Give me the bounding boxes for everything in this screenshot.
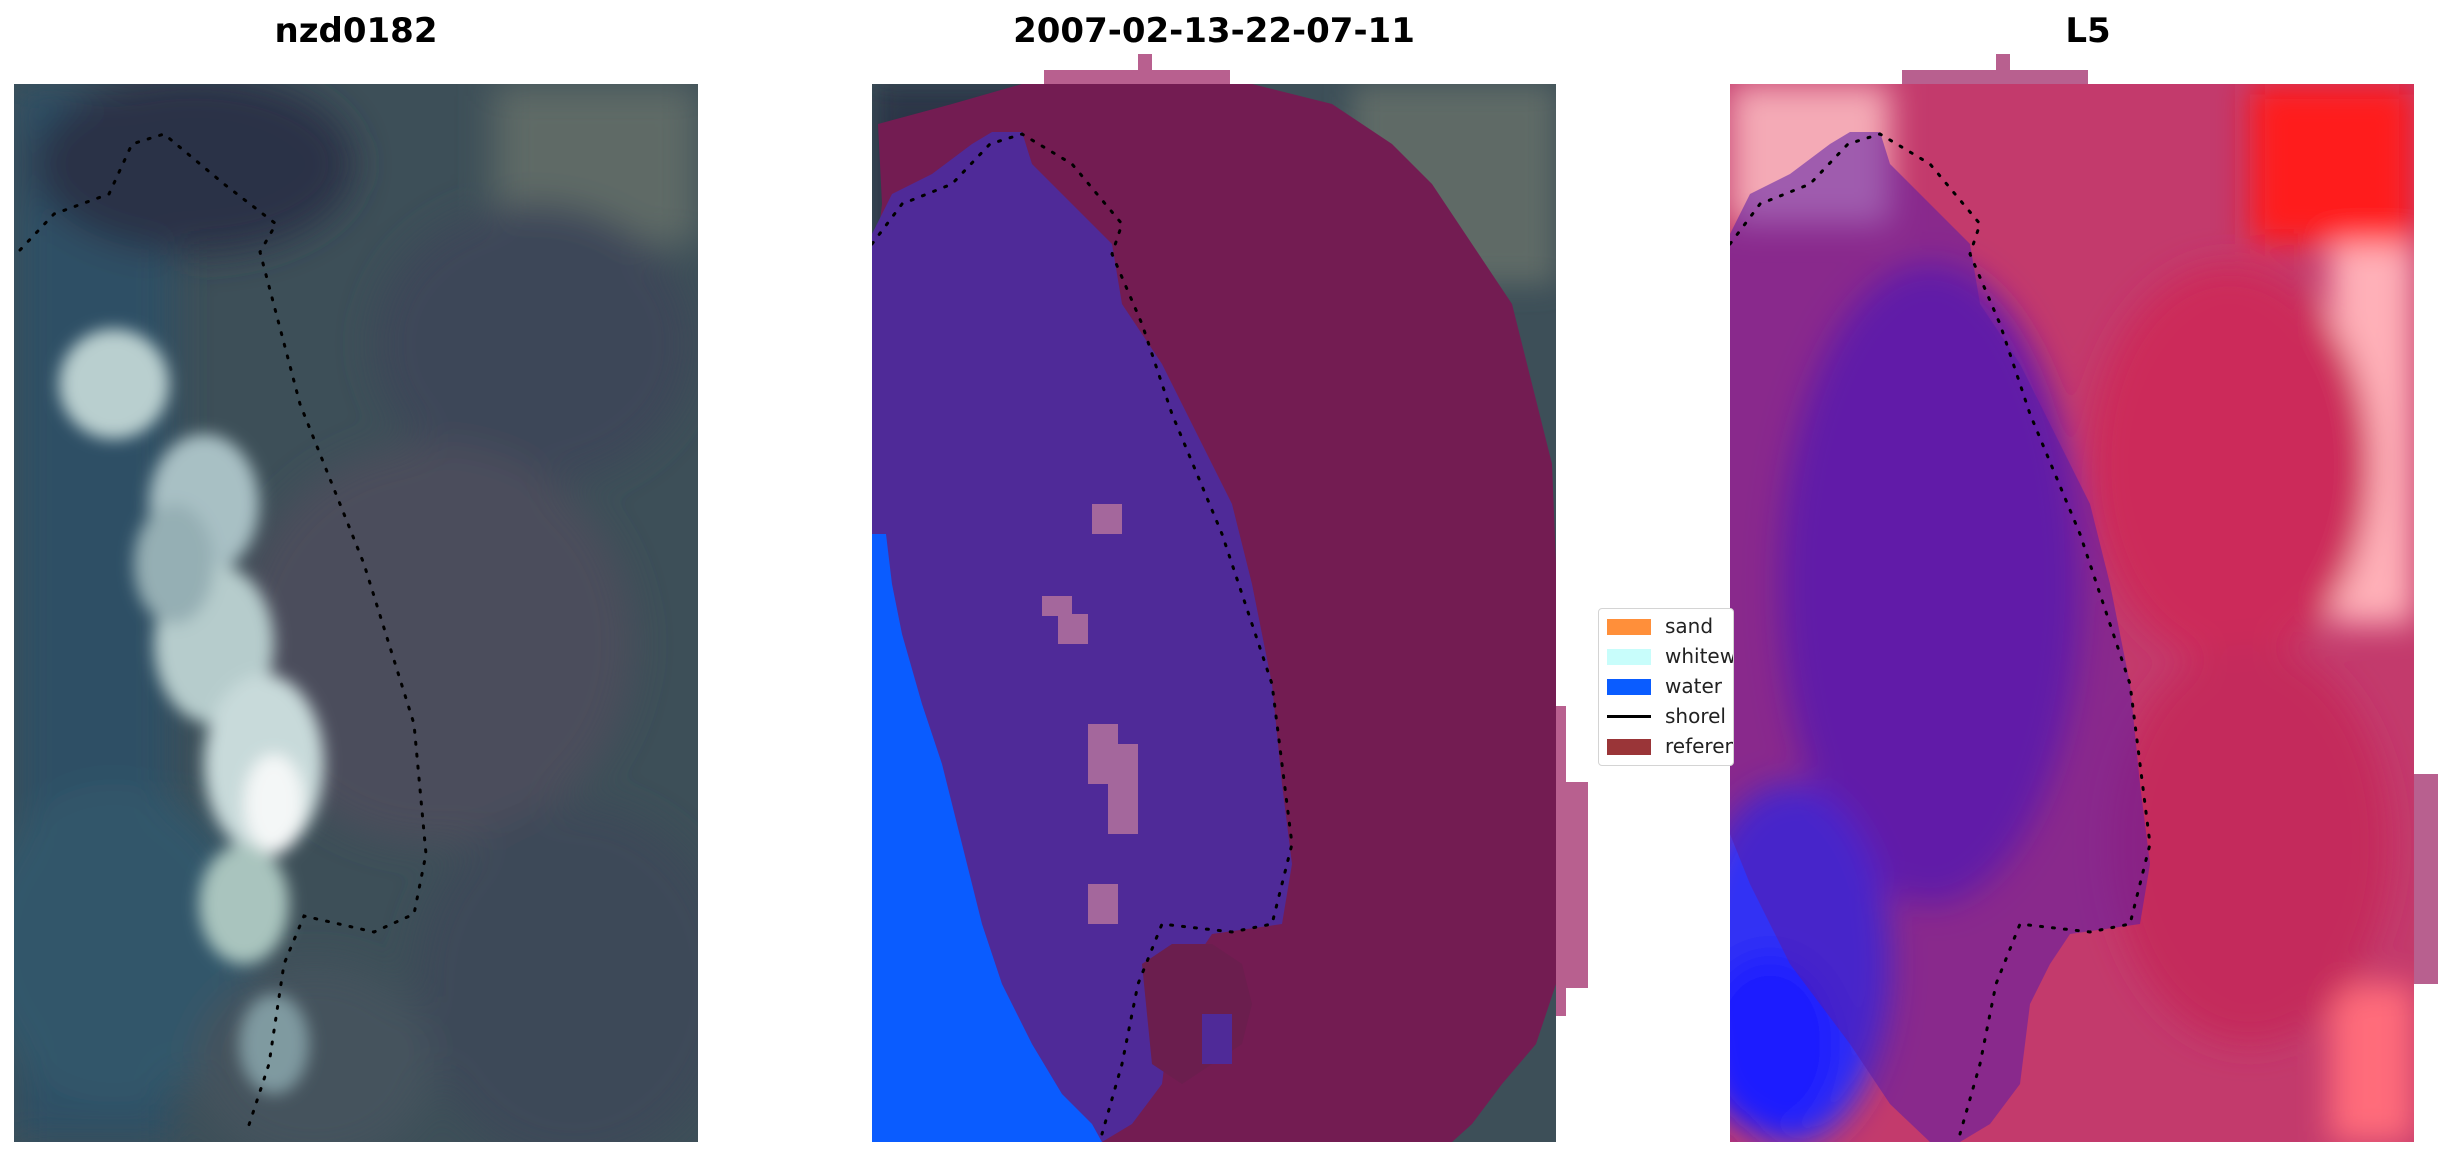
reference-pixel xyxy=(1092,504,1122,534)
legend-swatch-sand xyxy=(1607,619,1651,635)
satellite-image-panel xyxy=(14,84,698,1142)
legend-label-reference: referen xyxy=(1665,734,1734,758)
legend-swatch-whitewater xyxy=(1607,649,1651,665)
reference-overflow-top xyxy=(1902,70,2088,86)
reference-pixel xyxy=(1042,596,1072,616)
classification-panel xyxy=(872,54,1588,1142)
panel-title-date: 2007-02-13-22-07-11 xyxy=(1013,11,1415,51)
legend-swatch-shoreline xyxy=(1607,715,1651,718)
reference-overflow-right xyxy=(2414,774,2438,984)
reference-overflow-top-tick xyxy=(1996,54,2010,72)
reference-overflow-right xyxy=(1556,706,1588,1016)
l5-image xyxy=(1730,54,2438,1142)
legend-label-shoreline: shorel xyxy=(1665,704,1726,728)
legend-swatch-water xyxy=(1607,679,1651,695)
sand-probability-region xyxy=(1730,132,2150,1142)
shoreline-path xyxy=(1730,132,2152,1136)
satellite-image xyxy=(14,84,698,1142)
legend-label-sand: sand xyxy=(1665,614,1714,638)
legend-swatch-reference xyxy=(1607,739,1651,755)
water-region xyxy=(872,534,1102,1142)
legend-label-water: water xyxy=(1665,674,1722,698)
reference-pixel xyxy=(1088,884,1118,924)
shoreline-path xyxy=(872,132,1294,1136)
sand-patch xyxy=(1202,1014,1232,1064)
legend-label-whitewater: whitew xyxy=(1665,644,1734,668)
reference-pixel xyxy=(1108,744,1138,834)
panel-title-l5: L5 xyxy=(2065,11,2111,51)
reference-overflow-top xyxy=(1044,70,1230,86)
legend: sand whitew water shorel referen xyxy=(1598,608,1734,766)
classification-image xyxy=(872,54,1588,1142)
reference-pixel xyxy=(1058,614,1088,644)
l5-panel xyxy=(1730,54,2438,1142)
panel-title-imagery: nzd0182 xyxy=(274,11,438,51)
reference-overflow-top-tick xyxy=(1138,54,1152,72)
